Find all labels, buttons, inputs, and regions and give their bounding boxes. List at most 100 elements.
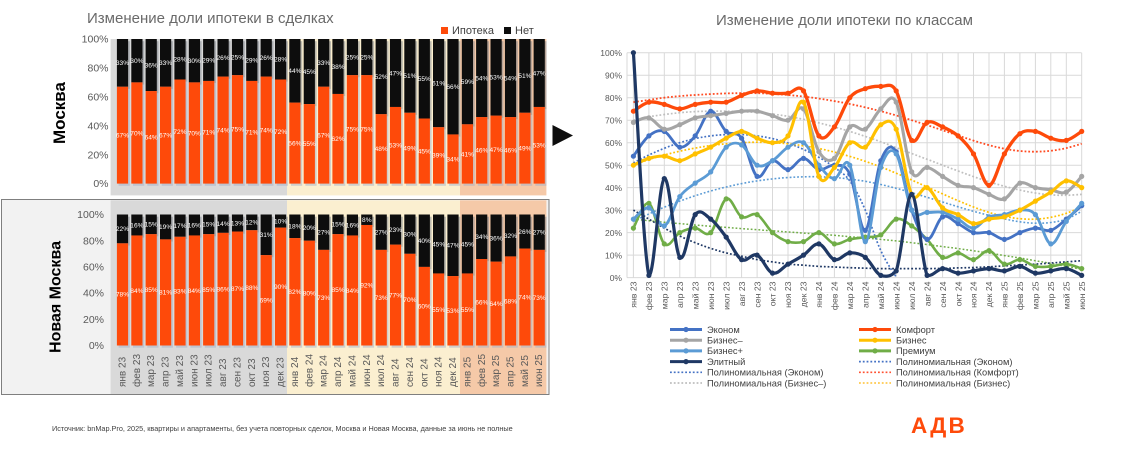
svg-text:64%: 64% [489, 301, 502, 308]
svg-text:77%: 77% [389, 292, 402, 299]
svg-text:40%: 40% [418, 238, 431, 245]
svg-text:84%: 84% [130, 288, 143, 295]
svg-text:май 25: май 25 [1062, 281, 1072, 309]
svg-text:22%: 22% [116, 226, 129, 233]
svg-text:49%: 49% [518, 146, 531, 153]
svg-text:68%: 68% [504, 298, 517, 305]
svg-text:27%: 27% [317, 230, 330, 237]
svg-text:45%: 45% [432, 241, 445, 248]
svg-text:90%: 90% [605, 70, 622, 80]
svg-text:85%: 85% [145, 287, 158, 294]
svg-text:56%: 56% [288, 140, 301, 147]
svg-text:июл 23: июл 23 [721, 281, 731, 309]
svg-text:85%: 85% [331, 287, 344, 294]
svg-text:29%: 29% [245, 57, 258, 64]
svg-text:74%: 74% [260, 127, 273, 134]
svg-text:92%: 92% [360, 283, 373, 290]
svg-text:май 23: май 23 [175, 355, 186, 387]
svg-text:72%: 72% [274, 129, 287, 136]
svg-text:янв 23: янв 23 [629, 281, 639, 307]
svg-text:66%: 66% [475, 300, 488, 307]
svg-text:19%: 19% [159, 224, 172, 231]
svg-text:30%: 30% [188, 58, 201, 65]
svg-text:янв 25: янв 25 [462, 356, 473, 387]
svg-text:55%: 55% [461, 307, 474, 314]
svg-text:17%: 17% [173, 223, 186, 230]
svg-text:0%: 0% [610, 273, 623, 283]
svg-text:янв 25: янв 25 [1000, 281, 1010, 307]
svg-text:июн 23: июн 23 [706, 281, 716, 309]
svg-text:38%: 38% [331, 64, 344, 71]
svg-text:28%: 28% [274, 57, 287, 64]
svg-text:июл 24: июл 24 [376, 354, 387, 387]
svg-text:дек 24: дек 24 [984, 281, 994, 307]
svg-text:30%: 30% [605, 205, 622, 215]
svg-text:51%: 51% [518, 73, 531, 80]
svg-text:апр 24: апр 24 [333, 356, 344, 387]
svg-text:81%: 81% [159, 290, 172, 297]
svg-text:фев 23: фев 23 [131, 354, 143, 387]
svg-text:44%: 44% [288, 68, 301, 75]
svg-text:26%: 26% [260, 55, 273, 62]
svg-text:Полиномиальная (Эконом): Полиномиальная (Эконом) [896, 357, 1012, 367]
svg-text:62%: 62% [331, 136, 344, 143]
svg-text:15%: 15% [145, 222, 158, 229]
svg-text:Комфорт: Комфорт [896, 325, 936, 335]
svg-text:14%: 14% [216, 221, 229, 228]
svg-text:10%: 10% [605, 250, 622, 260]
svg-text:20%: 20% [87, 149, 108, 161]
svg-text:фев 24: фев 24 [303, 354, 315, 387]
svg-text:июн 25: июн 25 [1077, 281, 1087, 309]
svg-text:мар 23: мар 23 [146, 355, 157, 387]
svg-text:39%: 39% [432, 153, 445, 160]
svg-text:Нет: Нет [515, 25, 534, 37]
svg-text:мар 25: мар 25 [491, 355, 502, 387]
svg-text:дек 23: дек 23 [799, 281, 809, 307]
svg-text:сен 24: сен 24 [938, 281, 948, 307]
svg-text:40%: 40% [83, 288, 104, 300]
svg-text:48%: 48% [375, 146, 388, 153]
svg-text:апр 23: апр 23 [675, 281, 685, 308]
svg-text:авг 23: авг 23 [737, 281, 747, 306]
svg-text:82%: 82% [288, 289, 301, 296]
svg-text:50%: 50% [605, 160, 622, 170]
svg-text:67%: 67% [159, 133, 172, 140]
svg-text:66%: 66% [446, 84, 459, 91]
svg-text:мар 24: мар 24 [319, 355, 330, 387]
svg-text:67%: 67% [317, 133, 330, 140]
svg-text:фев 25: фев 25 [476, 354, 488, 387]
svg-text:100%: 100% [77, 209, 104, 221]
svg-text:15%: 15% [202, 222, 215, 229]
svg-text:30%: 30% [403, 232, 416, 239]
svg-text:фев 24: фев 24 [830, 281, 840, 310]
svg-text:60%: 60% [83, 262, 104, 274]
svg-text:73%: 73% [533, 295, 546, 302]
svg-text:71%: 71% [245, 130, 258, 137]
svg-text:30%: 30% [130, 58, 143, 65]
svg-text:ноя 24: ноя 24 [969, 281, 979, 308]
svg-text:36%: 36% [145, 62, 158, 69]
svg-text:Элитный: Элитный [707, 357, 745, 367]
svg-text:75%: 75% [231, 127, 244, 134]
svg-text:29%: 29% [202, 57, 215, 64]
svg-text:мар 24: мар 24 [845, 281, 855, 309]
svg-text:46%: 46% [475, 148, 488, 155]
svg-text:47%: 47% [446, 243, 459, 250]
svg-text:Бизнес: Бизнес [896, 336, 927, 346]
svg-text:дек 23: дек 23 [276, 357, 287, 387]
svg-text:72%: 72% [173, 129, 186, 136]
svg-text:49%: 49% [403, 146, 416, 153]
svg-text:май 23: май 23 [690, 281, 700, 309]
svg-text:53%: 53% [446, 308, 459, 315]
svg-text:74%: 74% [216, 127, 229, 134]
svg-text:80%: 80% [605, 93, 622, 103]
svg-text:Полиномиальная (Комфорт): Полиномиальная (Комфорт) [896, 368, 1019, 378]
svg-text:июн 24: июн 24 [362, 354, 373, 387]
svg-text:25%: 25% [231, 54, 244, 61]
svg-text:авг 24: авг 24 [391, 358, 402, 387]
svg-text:33%: 33% [159, 60, 172, 67]
svg-text:74%: 74% [518, 294, 531, 301]
svg-text:мар 25: мар 25 [1031, 281, 1041, 309]
svg-text:Полиномиальная (Бизнес–): Полиномиальная (Бизнес–) [707, 378, 826, 388]
svg-text:80%: 80% [83, 235, 104, 247]
